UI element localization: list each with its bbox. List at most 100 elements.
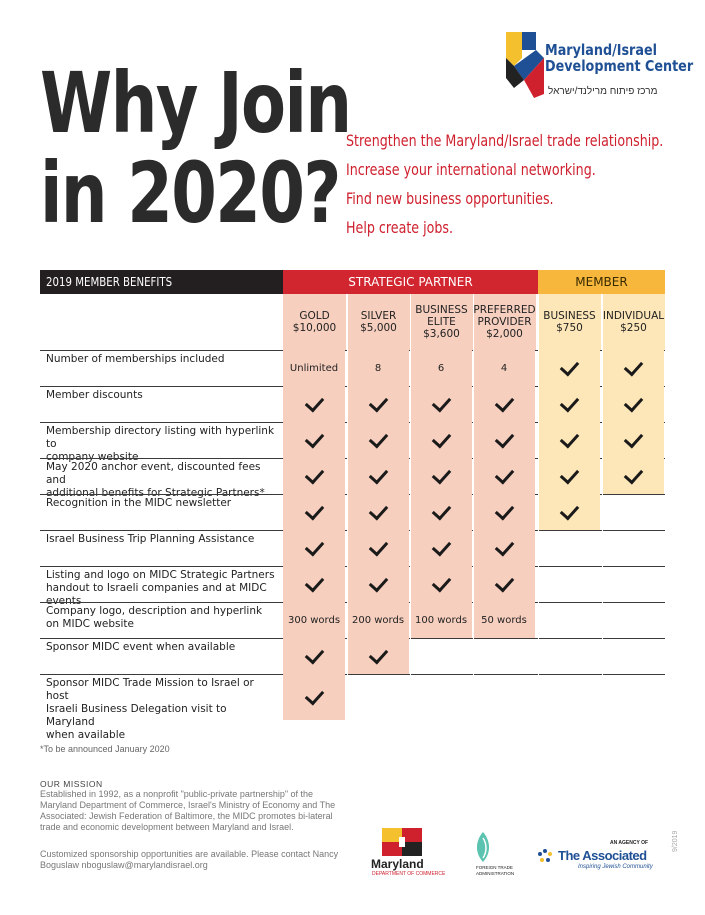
fta-logo-text: FOREIGN TRADE ADMINISTRATION [476,865,515,876]
empty-cell [410,674,472,720]
checkmark-icon [304,500,324,520]
headline-line-2: in 2020? [40,144,341,242]
check-icon [410,566,472,602]
empty-cell [602,602,664,638]
check-icon [473,530,535,566]
column-divider [538,294,539,720]
column-header: SILVER $5,000 [347,294,410,350]
checkmark-icon [494,428,514,448]
benefit-value: 200 words [347,602,409,638]
check-icon [283,386,345,422]
check-icon [347,386,409,422]
empty-cell [538,638,600,674]
check-icon [410,386,472,422]
check-icon [538,350,600,386]
logo-hebrew: מרכז פיתוח מרילנד/ישראל [548,86,658,97]
check-icon [602,458,664,494]
checkmark-icon [368,428,388,448]
strategic-partner-header: STRATEGIC PARTNER [283,270,538,294]
check-icon [283,530,345,566]
check-icon [473,422,535,458]
check-icon [538,494,600,530]
checkmark-icon [559,500,579,520]
benefits-header-label: 2019 MEMBER BENEFITS [46,275,173,289]
column-divider [473,294,474,720]
checkmark-icon [431,428,451,448]
reasons-list: Strengthen the Maryland/Israel trade rel… [346,126,705,242]
checkmark-icon [431,536,451,556]
benefit-value: 50 words [473,602,535,638]
empty-cell [538,566,600,602]
checkmark-icon [431,500,451,520]
benefit-label: Sponsor MIDC Trade Mission to Israel or … [46,677,254,741]
check-icon [283,674,345,720]
checkmark-icon [368,464,388,484]
reason-item: Strengthen the Maryland/Israel trade rel… [346,131,664,150]
empty-cell [473,674,535,720]
headline: Why Join in 2020? [40,58,352,242]
check-icon [473,386,535,422]
empty-cell [347,674,409,720]
check-icon [538,458,600,494]
check-icon [347,458,409,494]
checkmark-icon [368,536,388,556]
checkmark-icon [559,464,579,484]
associated-logo-sub: Inspiring Jewish Community [578,864,653,870]
logo-line-2: Development Center [545,57,694,75]
checkmark-icon [304,428,324,448]
check-icon [410,530,472,566]
maryland-logo-sub: DEPARTMENT OF COMMERCE [372,871,446,877]
checkmark-icon [431,572,451,592]
checkmark-icon [494,536,514,556]
mission-heading: OUR MISSION [40,779,103,789]
benefit-label: Sponsor MIDC event when available [46,641,236,653]
benefit-label: Number of memberships included [46,353,225,365]
checkmark-icon [623,392,643,412]
associated-logo-text: The Associated [558,848,647,863]
benefit-value: 8 [347,350,409,386]
empty-cell [602,638,664,674]
maryland-logo-text: Maryland [371,857,424,871]
benefit-label: Company logo, description and hyperlink … [46,605,263,630]
check-icon [473,494,535,530]
check-icon [602,350,664,386]
benefit-label: Israel Business Trip Planning Assistance [46,533,255,545]
empty-cell [602,674,664,720]
check-icon [538,386,600,422]
checkmark-icon [623,464,643,484]
fta-logo-icon [476,832,490,862]
check-icon [347,422,409,458]
column-header: BUSINESS ELITE $3,600 [410,294,473,350]
checkmark-icon [494,392,514,412]
check-icon [283,638,345,674]
check-icon [283,566,345,602]
empty-cell [602,494,664,530]
check-icon [410,494,472,530]
benefits-header-band [40,270,283,294]
footnote: *To be announced January 2020 [40,744,170,754]
empty-cell [602,530,664,566]
check-icon [473,566,535,602]
column-divider [602,294,603,720]
checkmark-icon [368,644,388,664]
benefit-value: 100 words [410,602,472,638]
checkmark-icon [623,356,643,376]
empty-cell [538,602,600,638]
empty-cell [538,530,600,566]
empty-cell [410,638,472,674]
reason-item: Find new business opportunities. [346,189,554,208]
checkmark-icon [494,500,514,520]
checkmark-icon [368,572,388,592]
column-header: BUSINESS $750 [538,294,601,350]
checkmark-icon [304,464,324,484]
checkmark-icon [623,428,643,448]
column-divider [410,294,411,720]
agency-of-text: AN AGENCY OF [610,840,649,846]
check-icon [602,386,664,422]
benefit-label: May 2020 anchor event, discounted fees a… [46,461,265,499]
checkmark-icon [304,685,324,705]
check-icon [347,494,409,530]
check-icon [410,458,472,494]
check-icon [283,422,345,458]
check-icon [347,530,409,566]
